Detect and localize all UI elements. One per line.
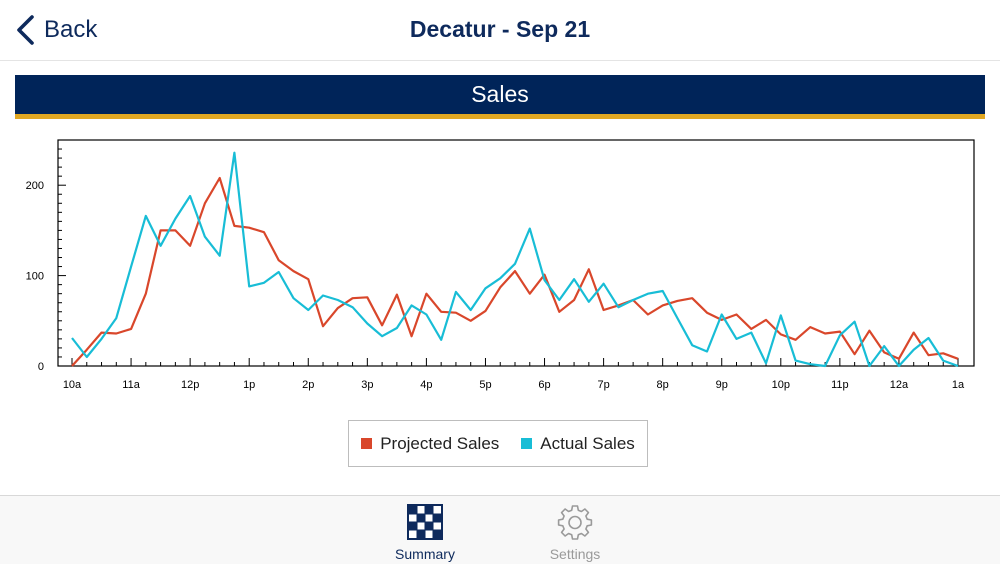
gear-icon <box>557 505 593 540</box>
chart-legend: Projected Sales Actual Sales <box>348 420 648 467</box>
legend-swatch-actual <box>521 438 533 449</box>
legend-item-projected: Projected Sales <box>361 434 499 454</box>
x-tick-label: 11p <box>831 379 849 391</box>
x-tick-label: 8p <box>657 379 669 391</box>
x-tick-label: 12p <box>181 379 199 391</box>
tab-bar: Summary Settings <box>0 495 1000 564</box>
chevron-left-icon <box>17 15 34 45</box>
projected-sales-line <box>71 176 959 367</box>
x-tick-label: 2p <box>302 379 314 391</box>
y-tick-label: 200 <box>26 180 44 192</box>
section-banner: Sales <box>15 75 985 119</box>
sales-chart: 0 100 200 10a 11a 12p 1p 2p 3p 4p 5p 6p 7p 8p 9p 10p 11p… <box>26 139 975 391</box>
tab-settings[interactable]: Settings <box>515 504 635 562</box>
x-tick-label: 12a <box>890 379 909 391</box>
back-button[interactable]: Back <box>14 12 97 48</box>
x-tick-label: 4p <box>420 379 432 391</box>
tab-settings-label: Settings <box>549 546 601 562</box>
x-tick-label: 1a <box>952 379 965 391</box>
legend-item-actual: Actual Sales <box>521 434 635 454</box>
page-title: Decatur - Sep 21 <box>409 16 591 42</box>
legend-label-projected: Projected Sales <box>380 433 500 453</box>
x-tick-label: 6p <box>538 379 550 391</box>
y-tick-label: 0 <box>38 361 44 373</box>
x-tick-label: 5p <box>479 379 491 391</box>
x-tick-label: 9p <box>716 379 728 391</box>
x-tick-label: 10p <box>772 379 790 391</box>
x-tick-label: 1p <box>243 379 255 391</box>
back-label: Back <box>44 16 98 43</box>
legend-label-actual: Actual Sales <box>540 433 635 453</box>
x-tick-label: 11a <box>122 379 140 391</box>
navigation-bar: Back Decatur - Sep 21 <box>0 0 1000 61</box>
actual-sales-line <box>71 151 959 368</box>
x-tick-label: 10a <box>63 379 82 391</box>
x-tick-label: 7p <box>597 379 609 391</box>
y-tick-label: 100 <box>26 271 44 283</box>
plot-frame <box>57 139 975 367</box>
legend-swatch-projected <box>361 438 373 449</box>
tab-summary-label: Summary <box>395 546 455 562</box>
grid-icon <box>407 504 443 540</box>
tab-summary[interactable]: Summary <box>365 504 485 562</box>
x-tick-label: 3p <box>361 379 373 391</box>
